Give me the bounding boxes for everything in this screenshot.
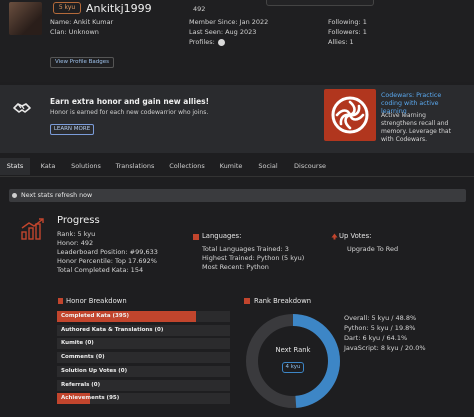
rank-progress-ring <box>246 314 340 408</box>
learn-more-button[interactable]: LEARN MORE <box>50 124 94 135</box>
progress-title: Progress <box>57 215 100 226</box>
tab-translations[interactable]: Translations <box>115 162 155 170</box>
honor-bar-label: Referrals (0) <box>61 382 101 388</box>
handshake-icon <box>13 103 31 113</box>
following[interactable]: Following: 1 <box>328 18 367 26</box>
rank-breakdown-title: Rank Breakdown <box>254 297 312 305</box>
username: Ankitkj1999 <box>86 2 152 15</box>
progress-honor: Honor: 492 <box>57 239 94 247</box>
member-since: Member Since: Jan 2022 <box>189 18 269 26</box>
languages-trained: Total Languages Trained: 3 <box>202 245 289 253</box>
avatar[interactable] <box>9 2 42 35</box>
rank-line-dart: Dart: 6 kyu / 64.1% <box>344 334 408 342</box>
followers[interactable]: Followers: 1 <box>328 28 367 36</box>
github-icon[interactable] <box>218 39 225 46</box>
progress-percentile: Honor Percentile: Top 17.692% <box>57 257 157 265</box>
progress-leaderboard: Leaderboard Position: #99,633 <box>57 248 158 256</box>
tab-kumite[interactable]: Kumite <box>219 162 243 170</box>
honor-bar-track <box>57 366 230 377</box>
profiles-label: Profiles: <box>189 38 215 46</box>
progress-completed: Total Completed Kata: 154 <box>57 266 144 274</box>
honor-bar-label: Completed Kata (395) <box>61 313 130 319</box>
honor-bar-label: Authored Kata & Translations (0) <box>61 327 164 333</box>
honor-bar-label: Kumite (0) <box>61 340 94 346</box>
ad-title[interactable]: Codewars: Practice coding with active le… <box>381 92 442 115</box>
banner-title: Earn extra honor and gain new allies! <box>50 97 210 106</box>
top-dropdown-box[interactable] <box>266 0 374 6</box>
profile-name: Name: Ankit Kumar <box>50 18 114 26</box>
view-profile-badges-button[interactable]: View Profile Badges <box>50 57 115 68</box>
last-seen: Last Seen: Aug 2023 <box>189 28 257 36</box>
honor-bar-track <box>57 380 230 391</box>
codewars-logo[interactable] <box>324 89 376 141</box>
honor-bar-label: Achievements (95) <box>61 395 120 401</box>
progress-chart-icon <box>21 218 44 240</box>
tab-discourse[interactable]: Discourse <box>294 162 326 170</box>
languages-recent: Most Recent: Python <box>202 263 269 271</box>
languages-highest: Highest Trained: Python (5 kyu) <box>202 254 305 262</box>
banner-text: Honor is earned for each new codewarrior… <box>50 109 209 116</box>
languages-title: Languages: <box>202 232 242 240</box>
honor-bar-label: Comments (0) <box>61 354 105 360</box>
honor-bar-track <box>57 338 230 349</box>
rank-line-overall: Overall: 5 kyu / 48.8% <box>344 314 417 322</box>
tab-social[interactable]: Social <box>258 162 278 170</box>
upvote-icon <box>331 233 338 240</box>
allies[interactable]: Allies: 1 <box>328 38 354 46</box>
rank-breakdown-icon <box>244 298 250 304</box>
upvotes-title: Up Votes: <box>339 232 372 240</box>
honor-bar-track <box>57 325 230 336</box>
honor-count: 492 <box>193 5 206 13</box>
rank-line-python: Python: 5 kyu / 19.8% <box>344 324 416 332</box>
upgrade-to-red-link[interactable]: Upgrade To Red <box>347 245 399 253</box>
languages-icon <box>193 234 199 240</box>
rank-line-javascript: JavaScript: 8 kyu / 20.0% <box>344 344 426 352</box>
honor-bar-label: Solution Up Votes (0) <box>61 368 128 374</box>
next-rank-label: Next Rank <box>275 346 311 354</box>
rank-badge: 5 kyu <box>53 2 81 14</box>
tabs-divider <box>0 176 474 177</box>
ad-text: Active learning strengthens recall and m… <box>381 112 451 143</box>
honor-breakdown-icon <box>58 298 63 304</box>
progress-rank: Rank: 5 kyu <box>57 230 96 238</box>
info-icon <box>12 193 17 198</box>
next-rank-badge: 4 kyu <box>282 362 304 373</box>
codewars-logo-icon <box>331 96 369 134</box>
tab-solutions[interactable]: Solutions <box>71 162 101 170</box>
profile-clan: Clan: Unknown <box>50 28 99 36</box>
honor-breakdown-title: Honor Breakdown <box>66 297 127 305</box>
tab-stats[interactable]: Stats <box>0 158 30 175</box>
tab-kata[interactable]: Kata <box>40 162 56 170</box>
honor-bar-track <box>57 393 230 404</box>
ring-progress-arc <box>246 314 340 408</box>
stats-refresh-notice: Next stats refresh now <box>9 189 466 202</box>
honor-bar-fill <box>57 393 90 404</box>
honor-bar-track <box>57 352 230 363</box>
honor-bar-fill <box>57 311 196 322</box>
tab-collections[interactable]: Collections <box>169 162 205 170</box>
